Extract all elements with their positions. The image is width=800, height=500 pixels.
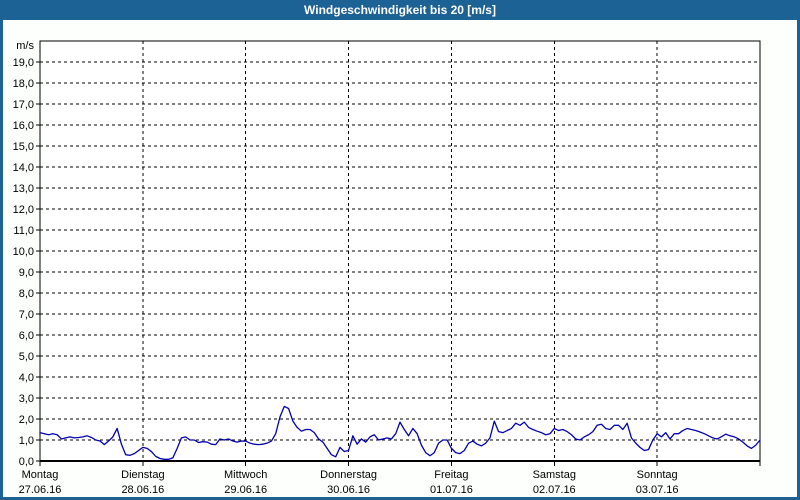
day-date-label: 03.07.16: [636, 484, 679, 496]
day-date-label: 28.06.16: [121, 484, 164, 496]
chart-title: Windgeschwindigkeit bis 20 [m/s]: [304, 3, 496, 17]
title-bar: Windgeschwindigkeit bis 20 [m/s]: [0, 0, 800, 20]
y-tick-label: 15,0: [13, 141, 34, 153]
y-tick-label: 19,0: [13, 57, 34, 69]
y-tick-label: 3,0: [19, 393, 34, 405]
day-date-label: 29.06.16: [224, 484, 267, 496]
day-name-label: Montag: [22, 469, 59, 481]
day-name-label: Samstag: [533, 469, 576, 481]
y-tick-label: 8,0: [19, 288, 34, 300]
y-tick-label: 0,0: [19, 456, 34, 468]
day-date-label: 01.07.16: [430, 484, 473, 496]
day-name-label: Dienstag: [121, 469, 164, 481]
y-tick-label: 10,0: [13, 246, 34, 258]
day-date-label: 02.07.16: [533, 484, 576, 496]
day-date-label: 27.06.16: [19, 484, 62, 496]
day-name-label: Donnerstag: [320, 469, 377, 481]
wind-speed-series-line: [39, 405, 761, 460]
y-tick-label: 13,0: [13, 183, 34, 195]
y-tick-label: 17,0: [13, 99, 34, 111]
y-tick-label: 2,0: [19, 414, 34, 426]
y-tick-label: 18,0: [13, 78, 34, 90]
y-tick-label: 4,0: [19, 372, 34, 384]
day-date-label: 30.06.16: [327, 484, 370, 496]
y-axis-unit-label: m/s: [16, 40, 34, 52]
day-name-label: Sonntag: [637, 469, 678, 481]
y-tick-label: 1,0: [19, 435, 34, 447]
day-name-label: Mittwoch: [224, 469, 267, 481]
day-name-label: Freitag: [434, 469, 468, 481]
y-tick-label: 16,0: [13, 120, 34, 132]
y-tick-label: 12,0: [13, 204, 34, 216]
y-tick-label: 11,0: [13, 225, 34, 237]
y-tick-label: 14,0: [13, 162, 34, 174]
y-tick-label: 6,0: [19, 330, 34, 342]
y-tick-label: 7,0: [19, 309, 34, 321]
y-tick-label: 9,0: [19, 267, 34, 279]
y-tick-label: 5,0: [19, 351, 34, 363]
